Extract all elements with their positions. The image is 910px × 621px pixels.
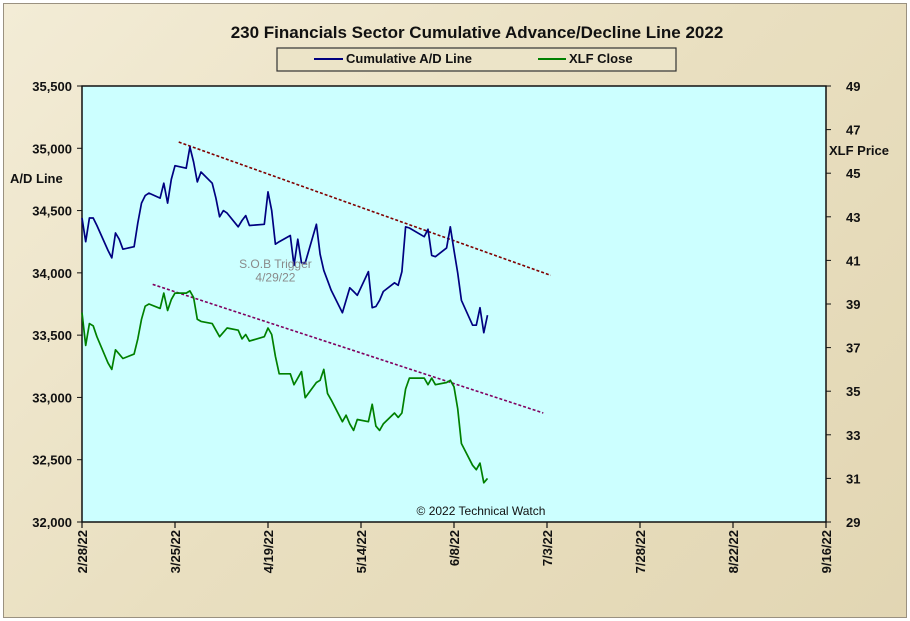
axis-ticks: 35,500 35,000 34,500 34,000 33,500 33,000 32,5… bbox=[32, 79, 860, 573]
x-tick-label: 6/8/22 bbox=[447, 530, 462, 566]
y-left-tick-label: 32,000 bbox=[32, 515, 72, 530]
x-tick-label: 7/28/22 bbox=[633, 530, 648, 573]
legend-xlf-label: XLF Close bbox=[569, 51, 633, 66]
y-left-tick-label: 33,000 bbox=[32, 390, 72, 405]
sob-trigger-annotation: 4/29/22 bbox=[255, 271, 295, 285]
x-tick-label: 8/22/22 bbox=[726, 530, 741, 573]
copyright-text: © 2022 Technical Watch bbox=[417, 504, 546, 518]
legend: Cumulative A/D Line XLF Close bbox=[276, 47, 677, 72]
sob-trigger-annotation: S.O.B Trigger bbox=[239, 257, 312, 271]
x-tick-label: 7/3/22 bbox=[540, 530, 555, 566]
chart-title: 230 Financials Sector Cumulative Advance… bbox=[231, 23, 724, 42]
series-xlf-close bbox=[81, 290, 489, 484]
y-right-tick-label: 47 bbox=[846, 123, 860, 138]
y-right-tick-label: 43 bbox=[846, 210, 860, 225]
y-left-tick-label: 35,500 bbox=[32, 79, 72, 94]
y-right-tick-label: 45 bbox=[846, 166, 860, 181]
y-right-tick-label: 41 bbox=[846, 253, 860, 268]
y-right-tick-label: 35 bbox=[846, 384, 860, 399]
y-left-tick-label: 34,000 bbox=[32, 266, 72, 281]
y-right-tick-label: 29 bbox=[846, 515, 860, 530]
x-tick-label: 2/28/22 bbox=[75, 530, 90, 573]
y-right-tick-label: 31 bbox=[846, 471, 860, 486]
y-axis-right-label: XLF Price bbox=[829, 143, 889, 158]
y-left-tick-label: 32,500 bbox=[32, 453, 72, 468]
ad-line-trendline bbox=[178, 141, 551, 277]
y-right-tick-label: 37 bbox=[846, 341, 860, 356]
x-tick-label: 5/14/22 bbox=[354, 530, 369, 573]
xlf-trendline bbox=[152, 283, 544, 414]
x-tick-label: 3/25/22 bbox=[168, 530, 183, 573]
y-left-tick-label: 33,500 bbox=[32, 328, 72, 343]
series-cumulative-ad-line bbox=[81, 146, 489, 334]
y-right-tick-label: 33 bbox=[846, 428, 860, 443]
y-left-tick-label: 34,500 bbox=[32, 204, 72, 219]
x-tick-label: 9/16/22 bbox=[819, 530, 834, 573]
y-left-tick-label: 35,000 bbox=[32, 141, 72, 156]
series-lines bbox=[81, 146, 489, 484]
plot-area bbox=[81, 85, 827, 523]
y-right-tick-label: 49 bbox=[846, 79, 860, 94]
legend-box bbox=[276, 47, 677, 72]
y-right-tick-label: 39 bbox=[846, 297, 860, 312]
legend-ad-line-label: Cumulative A/D Line bbox=[346, 51, 472, 66]
x-tick-label: 4/19/22 bbox=[261, 530, 276, 573]
y-axis-left-label: A/D Line bbox=[10, 171, 63, 186]
trendlines bbox=[152, 141, 551, 414]
